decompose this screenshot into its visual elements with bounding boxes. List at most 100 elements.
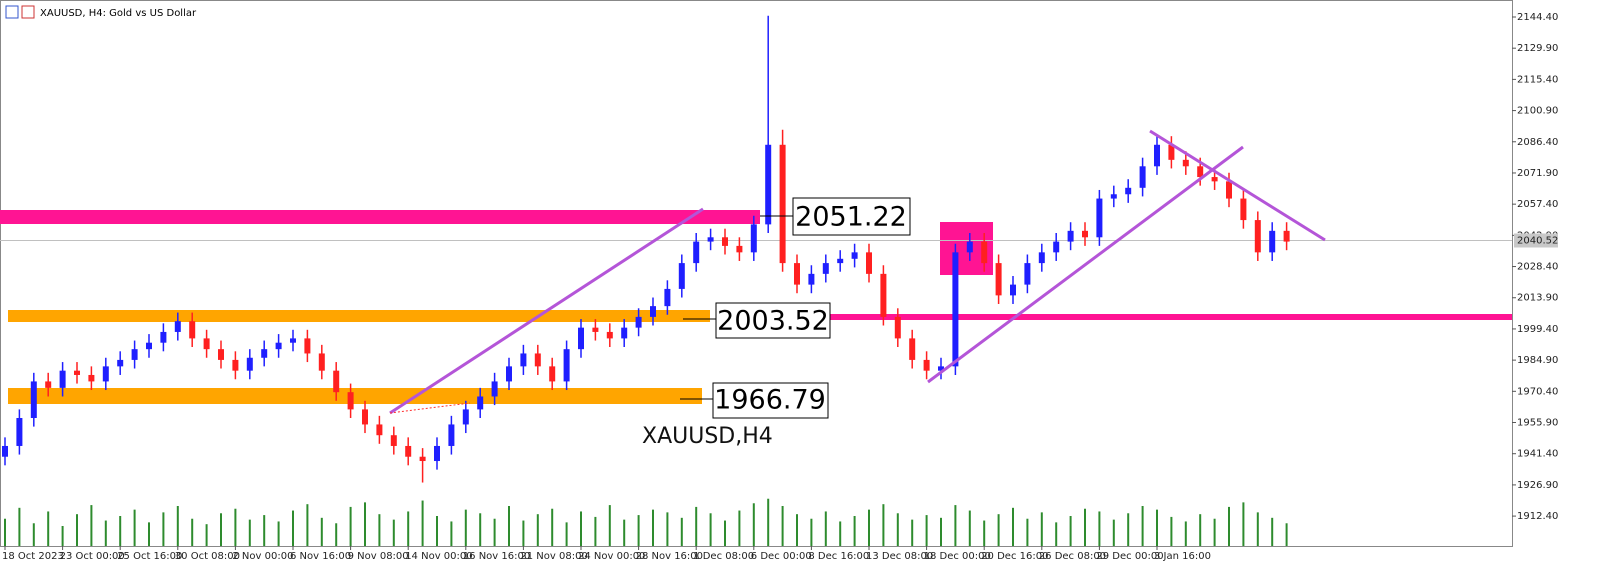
x-tick-label: 13 Dec 08:00 [866, 551, 933, 562]
volume-bar [364, 502, 366, 546]
candle-body [1125, 187, 1132, 195]
candle-body [1197, 166, 1204, 178]
candle-body [1024, 263, 1031, 285]
dotted-line [389, 402, 471, 414]
candle-body [736, 245, 743, 253]
volume-bar [551, 508, 554, 546]
volume-bar [1271, 517, 1274, 546]
candle-body [16, 417, 23, 446]
volume-bar [752, 503, 755, 546]
volume-bar [1141, 506, 1144, 546]
volume-bar [1112, 519, 1115, 546]
volume [4, 498, 1288, 546]
volume-bar [1127, 513, 1130, 546]
x-tick-label: 28 Nov 16:00 [636, 551, 703, 562]
volume-bar [637, 515, 640, 546]
candle-body [1010, 284, 1016, 296]
volume-bar [1098, 511, 1101, 546]
candle-body [952, 252, 959, 367]
volume-bar [191, 518, 194, 546]
candle-body [866, 252, 872, 274]
volume-bar [911, 519, 914, 546]
candle-body [390, 435, 397, 446]
x-tick-label: 9 Nov 08:00 [348, 551, 409, 562]
candle-body [722, 237, 728, 246]
volume-bar [1285, 523, 1288, 546]
x-tick-label: 8 Dec 16:00 [808, 551, 869, 562]
y-tick-label: 2129.90 [1517, 43, 1558, 54]
volume-bar [148, 522, 150, 546]
trend-lines [389, 129, 1326, 415]
x-tick-label: 20 Dec 16:00 [981, 551, 1048, 562]
volume-bar [104, 520, 107, 546]
volume-bar [133, 509, 136, 546]
candle-body [1226, 181, 1232, 199]
x-tick-label: 25 Oct 16:00 [117, 551, 182, 562]
level-label: 1966.79 [714, 385, 826, 416]
volume-bar [1170, 516, 1173, 546]
candle-body [1154, 144, 1160, 167]
candle-body [851, 252, 858, 259]
x-tick-label: 18 Oct 2023 [2, 551, 64, 562]
candle-body [995, 263, 1002, 296]
candle-body [318, 353, 325, 371]
candle-body [1038, 252, 1045, 264]
candle-body [160, 331, 167, 343]
candle-body [1283, 230, 1290, 242]
candle-body [246, 357, 253, 371]
candle-body [203, 338, 210, 350]
volume-bar [306, 504, 309, 546]
candle-body [563, 349, 570, 382]
volume-bar [824, 511, 827, 546]
y-tick-label: 1912.40 [1517, 511, 1558, 522]
label-box [715, 302, 831, 339]
candle-body [880, 273, 887, 317]
volume-bar [76, 514, 78, 546]
volume-bar [983, 520, 986, 546]
volume-bar [882, 504, 885, 546]
chart-title: XAUUSD, H4: Gold vs US Dollar [40, 8, 197, 19]
level-label: 2051.22 [795, 202, 907, 233]
y-tick-label: 1941.40 [1517, 449, 1558, 460]
candle-body [923, 359, 930, 371]
volume-bar [349, 506, 352, 546]
volume-bar [1055, 522, 1058, 546]
volume-bar [1184, 521, 1187, 546]
volume-bar [868, 509, 870, 546]
candle-body [2, 445, 8, 457]
volume-bar [968, 510, 971, 546]
volume-bar [580, 511, 582, 546]
volume-bar [853, 516, 856, 546]
candles [2, 15, 1290, 483]
volume-bar [119, 516, 122, 546]
volume-bar [1199, 514, 1202, 546]
x-tick-label: 14 Nov 00:00 [405, 551, 472, 562]
volume-bar [421, 500, 424, 546]
volume-bar [263, 515, 266, 546]
volume-bar [392, 519, 395, 546]
volume-bar [925, 515, 928, 546]
volume-bar [767, 498, 770, 546]
volume-bar [47, 511, 50, 546]
candle-body [333, 370, 340, 393]
volume-bar [709, 513, 712, 546]
resistance-zone [0, 210, 760, 224]
candle-body [534, 353, 541, 367]
volume-bar [1026, 518, 1029, 546]
candle-body [779, 144, 786, 264]
candle-body [650, 306, 656, 317]
candle-body [174, 321, 181, 332]
candle-body [1053, 241, 1060, 253]
y-tick-label: 2144.40 [1517, 12, 1558, 23]
x-tick-label: 26 Dec 08:00 [1039, 551, 1106, 562]
candle-body [347, 392, 354, 410]
x-tick-label: 24 Nov 00:00 [578, 551, 645, 562]
volume-bar [493, 518, 496, 546]
candle-body [765, 144, 772, 225]
candle-body [477, 396, 484, 410]
volume-bar [90, 505, 93, 546]
label-box [792, 197, 911, 236]
